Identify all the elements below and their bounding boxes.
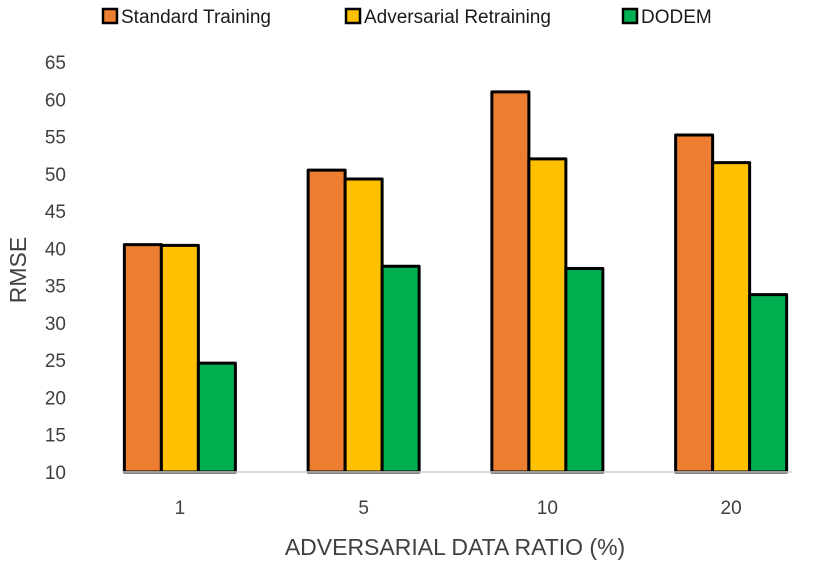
legend-swatch [621,7,639,25]
legend-label: DODEM [641,7,712,28]
x-tick-label: 5 [358,498,369,519]
y-tick-label: 60 [45,90,66,111]
y-tick-label: 15 [45,426,66,447]
bar-standard-training-5 [306,168,347,474]
bars [122,90,789,474]
y-tick-label: 10 [45,463,66,484]
legend-label: Standard Training [121,7,271,28]
legend-item: Adversarial Retraining [344,7,551,28]
bar-standard-training-20 [674,133,715,474]
y-tick-label: 20 [45,388,66,409]
x-axis-title: ADVERSARIAL DATA RATIO (%) [285,534,625,560]
y-tick-label: 25 [45,351,66,372]
y-tick-label: 65 [45,53,66,74]
y-tick-label: 55 [45,128,66,149]
y-tick-label: 50 [45,165,66,186]
bar-adversarial-retraining-20 [711,161,752,474]
bar-dodem-1 [196,361,237,474]
legend-item: DODEM [621,7,712,28]
y-axis-ticks: 10 15 20 25 30 35 40 45 50 55 60 65 [45,53,66,484]
legend: Standard Training Adversarial Retraining D… [101,7,712,28]
legend-item: Standard Training [101,7,271,28]
bar-dodem-5 [380,264,421,474]
y-tick-label: 35 [45,277,66,298]
y-tick-label: 40 [45,239,66,260]
x-tick-label: 20 [721,498,742,519]
legend-swatch [344,7,362,25]
x-tick-label: 1 [175,498,186,519]
bar-adversarial-retraining-1 [159,243,200,474]
bar-standard-training-1 [122,243,163,474]
legend-label: Adversarial Retraining [364,7,551,28]
bar-dodem-10 [564,266,605,474]
y-axis-title: RMSE [5,237,31,303]
y-tick-label: 30 [45,314,66,335]
bar-adversarial-retraining-10 [527,157,568,474]
y-tick-label: 45 [45,202,66,223]
x-axis-ticks: 1 5 10 20 [175,498,742,519]
legend-swatch [101,7,119,25]
bar-adversarial-retraining-5 [343,177,384,474]
x-tick-label: 10 [537,498,558,519]
bar-standard-training-10 [490,90,531,474]
bar-dodem-20 [748,293,789,474]
